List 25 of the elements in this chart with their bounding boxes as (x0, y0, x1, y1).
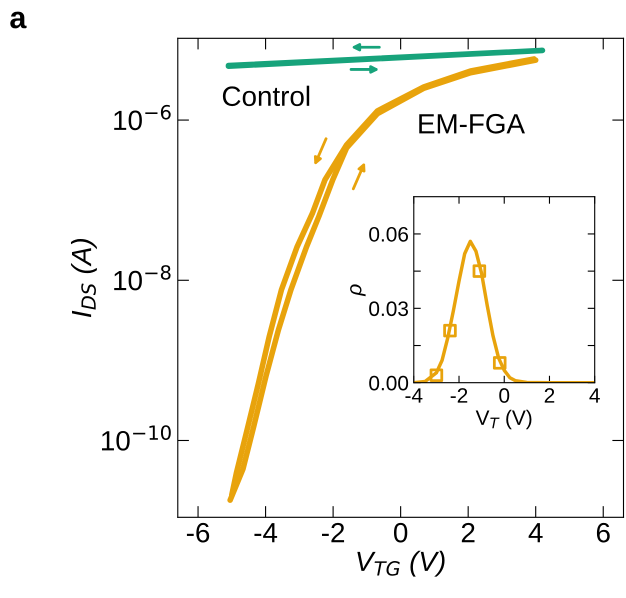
x-axis-title: V$_{T}$ (V) (476, 410, 532, 430)
x-tick-label: -4 (405, 388, 422, 403)
x-tick-label: 2 (462, 522, 474, 542)
y-axis-title: ρ (350, 284, 366, 296)
y-tick-label: 0.03 (369, 301, 408, 316)
x-tick-label: -6 (186, 522, 210, 543)
x-tick-label: -4 (254, 523, 278, 542)
y-tick-label: 10$^{−8}$ (114, 265, 171, 290)
x-tick-label: 0 (394, 522, 408, 543)
y-tick-label: 10$^{−6}$ (114, 104, 171, 130)
y-tick-label: 0.00 (369, 376, 408, 390)
y-axis-title: I$_{DS}$ (A) (70, 239, 97, 318)
x-tick-label: 2 (544, 388, 554, 403)
x-tick-label: -2 (450, 388, 468, 403)
x-tick-label: 4 (589, 388, 600, 403)
text: a (10, 12, 27, 28)
series-label: Control (222, 86, 310, 106)
series-label: EM-FGA (419, 114, 525, 134)
x-tick-label: 4 (528, 523, 543, 542)
x-tick-label: 6 (596, 522, 610, 543)
x-axis-title: V$_{TG}$ (V) (357, 550, 445, 577)
x-tick-label: -2 (322, 522, 344, 542)
y-tick-label: 10$^{−10}$ (102, 425, 171, 451)
y-tick-label: 0.06 (369, 226, 408, 242)
x-tick-label: 0 (499, 388, 510, 403)
